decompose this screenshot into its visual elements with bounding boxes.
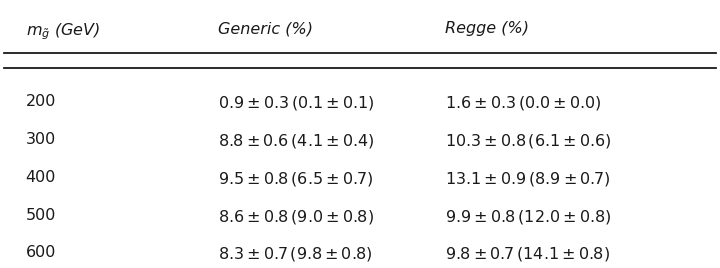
Text: $m_{\tilde{g}}$ (GeV): $m_{\tilde{g}}$ (GeV) xyxy=(25,21,100,42)
Text: $0.9 \pm 0.3\,(0.1 \pm 0.1)$: $0.9 \pm 0.3\,(0.1 \pm 0.1)$ xyxy=(217,94,374,112)
Text: 500: 500 xyxy=(25,208,56,223)
Text: $13.1 \pm 0.9\,(8.9 \pm 0.7)$: $13.1 \pm 0.9\,(8.9 \pm 0.7)$ xyxy=(446,170,611,188)
Text: $8.8 \pm 0.6\,(4.1 \pm 0.4)$: $8.8 \pm 0.6\,(4.1 \pm 0.4)$ xyxy=(217,132,374,150)
Text: $1.6 \pm 0.3\,(0.0 \pm 0.0)$: $1.6 \pm 0.3\,(0.0 \pm 0.0)$ xyxy=(446,94,602,112)
Text: $8.3 \pm 0.7\,(9.8 \pm 0.8)$: $8.3 \pm 0.7\,(9.8 \pm 0.8)$ xyxy=(217,245,372,263)
Text: $9.5 \pm 0.8\,(6.5 \pm 0.7)$: $9.5 \pm 0.8\,(6.5 \pm 0.7)$ xyxy=(217,170,373,188)
Text: $9.8 \pm 0.7\,(14.1 \pm 0.8)$: $9.8 \pm 0.7\,(14.1 \pm 0.8)$ xyxy=(446,245,611,263)
Text: 300: 300 xyxy=(25,132,55,147)
Text: $10.3 \pm 0.8\,(6.1 \pm 0.6)$: $10.3 \pm 0.8\,(6.1 \pm 0.6)$ xyxy=(446,132,612,150)
Text: 600: 600 xyxy=(25,245,56,260)
Text: Generic (%): Generic (%) xyxy=(217,21,312,36)
Text: $9.9 \pm 0.8\,(12.0 \pm 0.8)$: $9.9 \pm 0.8\,(12.0 \pm 0.8)$ xyxy=(446,208,611,226)
Text: Regge (%): Regge (%) xyxy=(446,21,529,36)
Text: 200: 200 xyxy=(25,94,56,109)
Text: 400: 400 xyxy=(25,170,56,185)
Text: $8.6 \pm 0.8\,(9.0 \pm 0.8)$: $8.6 \pm 0.8\,(9.0 \pm 0.8)$ xyxy=(217,208,374,226)
